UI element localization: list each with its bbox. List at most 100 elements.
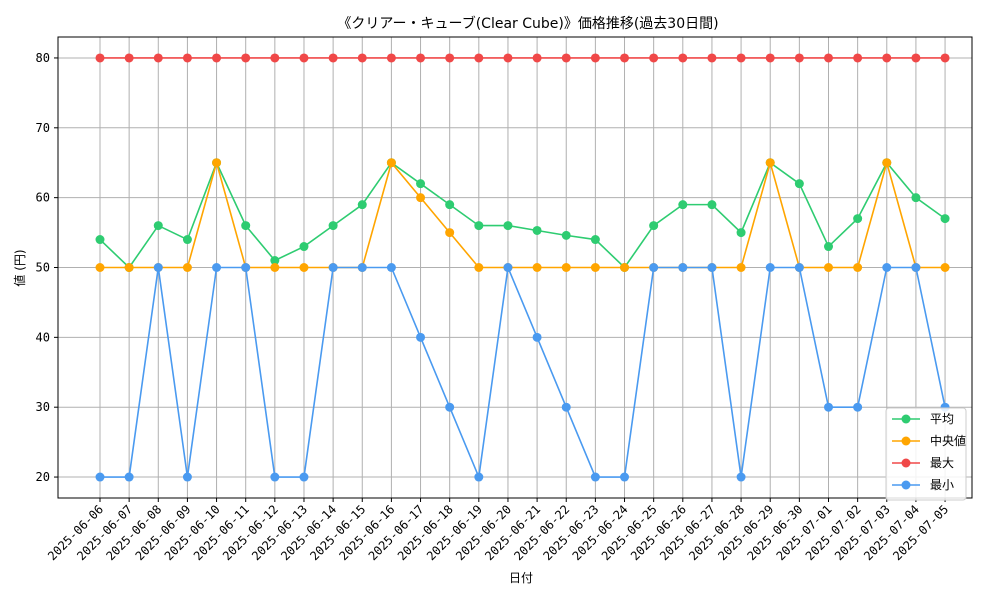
- data-point: [95, 263, 105, 272]
- data-point: [241, 53, 251, 63]
- data-point: [649, 221, 659, 231]
- data-point: [182, 235, 192, 245]
- data-point: [212, 53, 222, 63]
- y-tick-label: 70: [36, 121, 50, 135]
- data-point: [386, 263, 396, 272]
- data-point: [95, 53, 105, 63]
- data-point: [124, 472, 134, 482]
- data-point: [532, 263, 542, 272]
- data-point: [940, 263, 950, 272]
- series-1: [95, 158, 950, 272]
- legend-label: 平均: [930, 412, 954, 426]
- data-point: [765, 263, 775, 272]
- data-point: [124, 263, 134, 272]
- data-point: [474, 53, 484, 63]
- series-line: [100, 264, 946, 481]
- chart-title: 《クリアー・キューブ(Clear Cube)》価格推移(過去30日間): [337, 15, 718, 32]
- data-point: [212, 263, 222, 272]
- data-point: [794, 263, 804, 272]
- legend-item: 最大: [892, 456, 954, 470]
- y-tick-label: 80: [36, 51, 50, 65]
- data-point: [707, 263, 717, 272]
- series-layer: [95, 53, 950, 482]
- data-point: [940, 214, 950, 224]
- legend-box: [885, 407, 967, 501]
- legend-marker: [901, 436, 911, 446]
- data-point: [503, 263, 513, 272]
- data-point: [532, 332, 542, 342]
- data-point: [124, 53, 134, 63]
- data-point: [503, 53, 513, 63]
- legend-label: 中央値: [930, 433, 966, 448]
- y-tick-label: 40: [36, 330, 50, 344]
- data-point: [678, 200, 688, 210]
- data-point: [561, 53, 571, 63]
- series-0: [95, 158, 950, 272]
- y-tick-label: 60: [36, 191, 50, 205]
- data-point: [561, 263, 571, 272]
- data-point: [445, 53, 455, 63]
- data-point: [445, 200, 455, 210]
- data-point: [620, 472, 630, 482]
- data-point: [882, 263, 892, 272]
- y-axis-title: 値 (円): [12, 249, 27, 286]
- data-point: [824, 263, 833, 272]
- legend-item: 中央値: [892, 433, 966, 448]
- data-point: [474, 221, 484, 231]
- data-point: [794, 179, 804, 189]
- data-point: [241, 221, 251, 231]
- data-point: [590, 235, 600, 245]
- data-point: [386, 158, 396, 168]
- data-point: [765, 53, 775, 63]
- legend-marker: [901, 480, 911, 490]
- data-point: [736, 263, 746, 272]
- data-point: [474, 472, 484, 482]
- data-point: [416, 179, 426, 189]
- data-point: [824, 402, 833, 412]
- data-point: [270, 53, 280, 63]
- data-point: [474, 263, 484, 272]
- data-point: [824, 242, 833, 252]
- data-point: [561, 402, 571, 412]
- legend-marker: [901, 458, 911, 468]
- data-point: [590, 53, 600, 63]
- data-point: [299, 242, 309, 252]
- data-point: [620, 53, 630, 63]
- data-point: [940, 53, 950, 63]
- data-point: [270, 263, 280, 272]
- legend-marker: [901, 414, 911, 424]
- data-point: [182, 472, 192, 482]
- data-point: [328, 53, 338, 63]
- data-point: [620, 263, 630, 272]
- data-point: [153, 221, 163, 231]
- data-point: [357, 53, 367, 63]
- data-point: [503, 221, 513, 231]
- data-point: [911, 263, 921, 272]
- series-line: [99, 160, 946, 269]
- data-point: [853, 214, 863, 224]
- series-2: [95, 53, 950, 63]
- data-point: [95, 235, 105, 245]
- data-point: [299, 263, 309, 272]
- data-point: [649, 263, 659, 272]
- data-point: [445, 228, 455, 238]
- y-tick-label: 30: [36, 400, 50, 414]
- data-point: [532, 225, 542, 235]
- data-point: [153, 53, 163, 63]
- data-point: [532, 53, 542, 63]
- data-point: [445, 402, 455, 412]
- data-point: [416, 332, 426, 342]
- data-point: [212, 158, 222, 168]
- data-point: [95, 472, 105, 482]
- data-point: [270, 256, 280, 266]
- data-point: [853, 53, 863, 63]
- series-3: [95, 263, 950, 482]
- data-point: [182, 53, 192, 63]
- data-point: [765, 158, 775, 168]
- series-line: [100, 159, 946, 269]
- y-tick-label: 20: [36, 470, 50, 484]
- data-point: [736, 472, 746, 482]
- data-point: [328, 221, 338, 231]
